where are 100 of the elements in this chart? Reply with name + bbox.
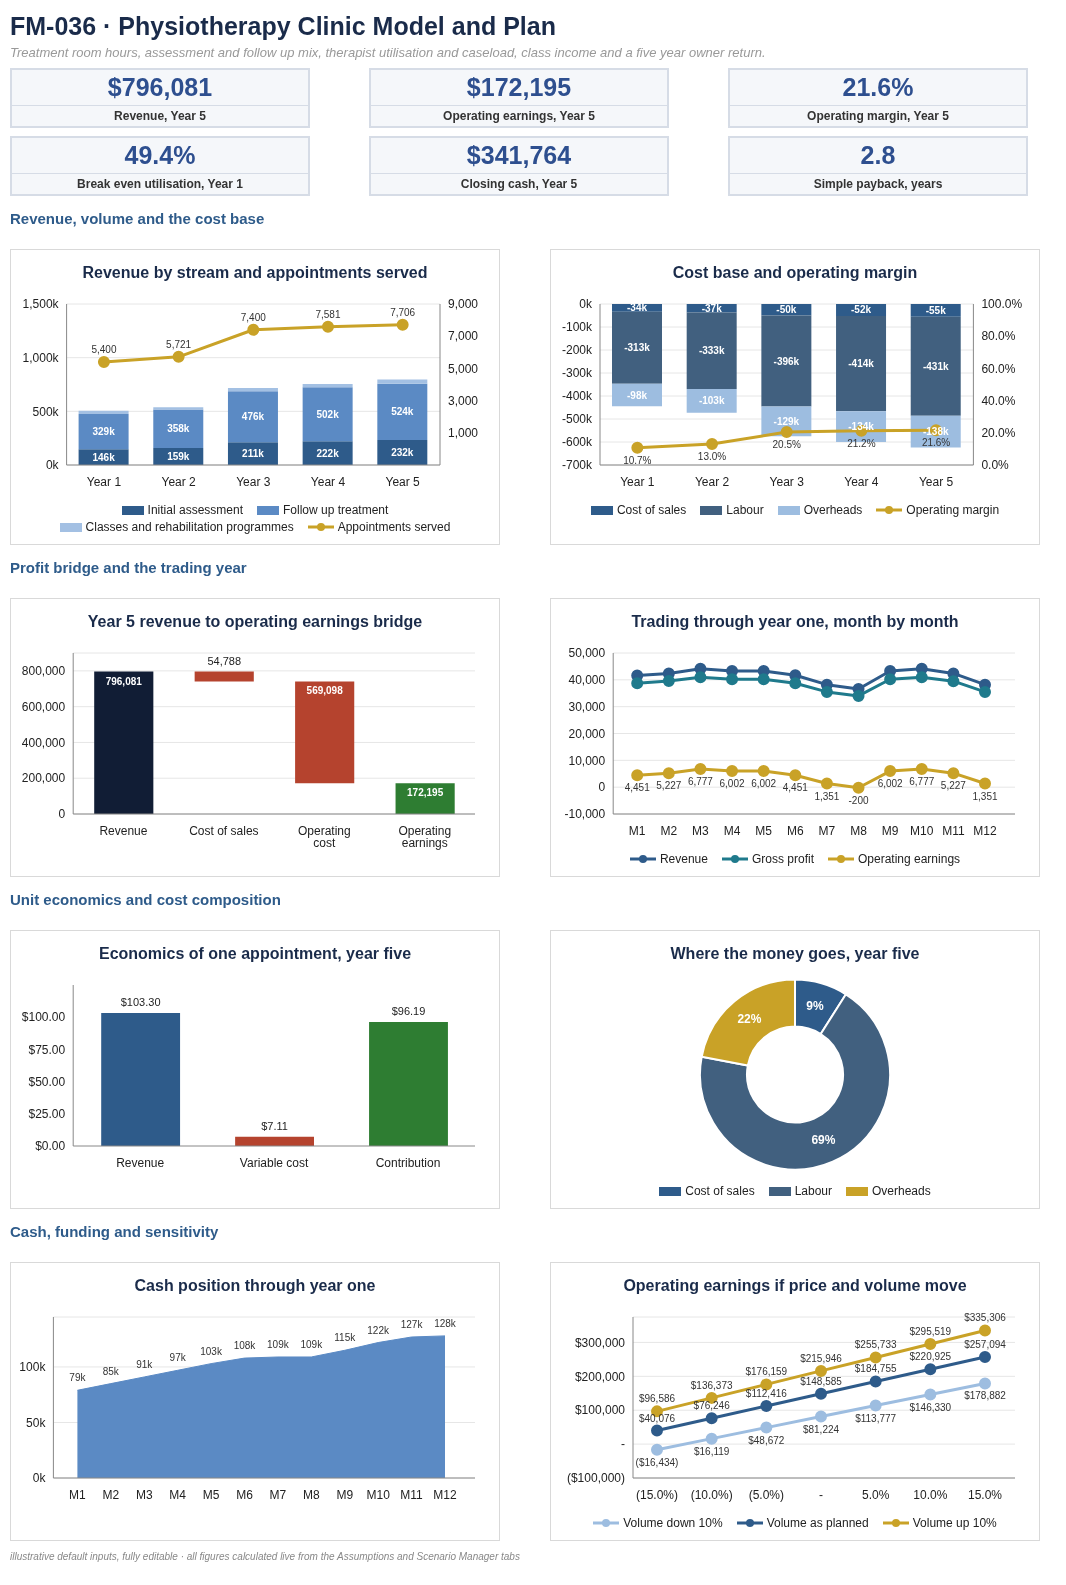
x-tick-label: Year 2 xyxy=(161,474,197,489)
data-label: 109k xyxy=(267,1338,290,1350)
data-label: $81,224 xyxy=(802,1423,840,1435)
x-tick-label: M8 xyxy=(850,823,868,838)
legend-label: Follow up treatment xyxy=(282,503,389,517)
y-tick-label: 0k xyxy=(32,1471,47,1486)
bar xyxy=(153,407,204,410)
data-label: 159k xyxy=(167,450,190,462)
point xyxy=(247,323,260,336)
point xyxy=(869,1399,882,1412)
legend-label: Gross profit xyxy=(750,852,814,866)
data-label: 103k xyxy=(200,1345,223,1357)
point xyxy=(760,1400,773,1412)
x-tick-label: Year 1 xyxy=(620,474,655,489)
data-label: $112,416 xyxy=(745,1388,788,1399)
y2-tick-label: 60.0% xyxy=(981,361,1016,376)
x-tick-label: Contribution xyxy=(375,1155,441,1170)
y-tick-label: 1,500k xyxy=(22,297,60,312)
text: Revenue, Year 5 xyxy=(12,105,308,126)
data-label: 5,227 xyxy=(940,780,967,792)
data-label: 172,195 xyxy=(407,787,444,799)
point xyxy=(852,781,865,794)
x-tick-label: M8 xyxy=(302,1487,320,1502)
data-label: $176,159 xyxy=(745,1366,788,1378)
legend-label: Cost of sales xyxy=(684,1184,755,1198)
point xyxy=(651,1424,663,1437)
text: $796,081 xyxy=(106,72,214,103)
x-tick-label: M1 xyxy=(69,1487,87,1502)
text: Closing cash, Year 5 xyxy=(371,173,667,194)
point xyxy=(869,1351,882,1364)
data-label: 21.6% xyxy=(921,437,951,449)
bar xyxy=(910,316,961,416)
data-label: 79k xyxy=(69,1372,87,1384)
data-label: 128k xyxy=(434,1317,457,1329)
point xyxy=(396,318,409,331)
data-label: 127k xyxy=(400,1318,424,1330)
x-tick-label: 5.0% xyxy=(861,1487,890,1502)
text: Operating earnings, Year 5 xyxy=(371,105,667,126)
x-tick-label: (10.0%) xyxy=(690,1487,733,1502)
data-label: 329k xyxy=(92,426,116,438)
x-tick-label: M4 xyxy=(723,823,741,838)
data-label: 211k xyxy=(242,448,265,460)
x-tick-label: M3 xyxy=(135,1487,153,1502)
x-tick-label: Year 5 xyxy=(918,474,954,489)
x-tick-label: M6 xyxy=(786,823,804,838)
legend-label: Volume as planned xyxy=(765,1516,869,1530)
y-tick-label: -500k xyxy=(561,412,593,427)
text: 49.4% xyxy=(123,140,197,171)
bar xyxy=(377,383,428,441)
point xyxy=(924,1363,937,1376)
x-tick-label: M5 xyxy=(202,1487,220,1502)
legend-label: Operating earnings xyxy=(857,852,961,866)
data-label: 97k xyxy=(169,1352,187,1364)
y-tick-label: -700k xyxy=(561,458,593,473)
data-label: $96.19 xyxy=(391,1005,426,1018)
legend-label: Labour xyxy=(793,1184,833,1198)
legend-label: Cost of sales xyxy=(615,503,687,517)
data-label: 7,581 xyxy=(315,308,341,320)
x-tick-label: 15.0% xyxy=(967,1487,1003,1502)
x-tick-label: Year 2 xyxy=(694,474,730,489)
x-tick-label: (15.0%) xyxy=(635,1487,679,1502)
point xyxy=(815,1387,827,1400)
point xyxy=(705,1412,718,1425)
data-label: $178,882 xyxy=(964,1390,1007,1402)
y-tick-label: 50,000 xyxy=(568,646,606,661)
legend-label: Volume down 10% xyxy=(622,1516,723,1530)
legend-label: Overheads xyxy=(802,503,863,517)
point xyxy=(947,675,960,688)
data-label: $215,946 xyxy=(800,1352,843,1364)
text: $341,764 xyxy=(465,140,573,171)
point xyxy=(662,674,675,687)
text: 2.8 xyxy=(859,140,897,171)
y-tick-label: $25.00 xyxy=(28,1107,66,1122)
data-label: 9% xyxy=(806,998,824,1013)
y-tick-label: 200,000 xyxy=(21,771,66,786)
legend-label: Operating margin xyxy=(905,503,1000,517)
point xyxy=(757,765,770,778)
point xyxy=(631,769,644,782)
data-label: 6,002 xyxy=(751,778,777,790)
point xyxy=(815,1364,827,1377)
point xyxy=(694,671,707,684)
point xyxy=(947,767,960,780)
y-tick-label: $75.00 xyxy=(28,1042,66,1057)
x-tick-label: Year 3 xyxy=(769,474,805,489)
y2-tick-label: 9,000 xyxy=(448,297,479,312)
legend-label: Revenue xyxy=(658,852,708,866)
point xyxy=(760,1421,773,1434)
x-tick-label: Operating cost xyxy=(297,823,351,850)
x-tick-label: M1 xyxy=(628,823,646,838)
y-tick-label: 100k xyxy=(19,1360,47,1375)
data-label: -103k xyxy=(698,395,725,407)
x-tick-label: M7 xyxy=(269,1487,287,1502)
data-label: 358k xyxy=(167,423,190,435)
point xyxy=(820,777,833,790)
point xyxy=(694,762,707,775)
data-label: $16,119 xyxy=(693,1445,730,1457)
y-tick-label: 20,000 xyxy=(568,726,606,741)
data-label: -34k xyxy=(626,302,648,314)
text: illustrative default inputs, fully editable · all figures calculated live from the Assumptions and Scenario Manager tabs xyxy=(10,1551,521,1562)
x-tick-label: Year 4 xyxy=(310,474,346,489)
